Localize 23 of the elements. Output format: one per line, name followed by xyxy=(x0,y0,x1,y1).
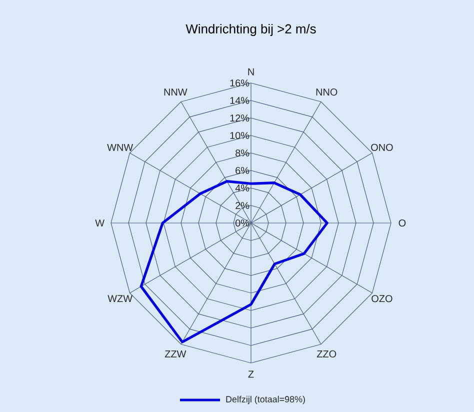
y-tick-label: 16% xyxy=(230,79,250,87)
spoke-label: WZW xyxy=(108,295,132,302)
y-tick-label: 14% xyxy=(230,97,250,104)
spoke-label: NNW xyxy=(164,88,188,96)
spoke-label: N xyxy=(248,68,254,76)
y-tick-label: 0% xyxy=(235,219,250,227)
y-tick-label: 2% xyxy=(236,202,250,210)
y-tick-label: 10% xyxy=(230,132,250,140)
spoke-label: Z xyxy=(248,370,254,378)
spoke-label: O xyxy=(398,219,406,227)
y-tick-label: 8% xyxy=(236,149,250,157)
spoke-label: ONO xyxy=(371,144,393,151)
spoke-label: ZZO xyxy=(316,350,336,358)
y-tick-label: 4% xyxy=(235,184,250,192)
spoke-label: ZZW xyxy=(164,350,186,358)
y-tick-label: 6% xyxy=(236,166,250,174)
spoke-label: OZO xyxy=(372,295,392,302)
spoke-label: NNO xyxy=(316,88,338,96)
y-tick-label: 12% xyxy=(230,114,250,122)
spoke-label: W xyxy=(95,220,104,226)
spoke-label: WNW xyxy=(107,144,134,151)
chart-title: Windrichting bij >2 m/s xyxy=(186,24,316,36)
legend-label: Delfzijl (totaal=98%) xyxy=(226,396,305,404)
